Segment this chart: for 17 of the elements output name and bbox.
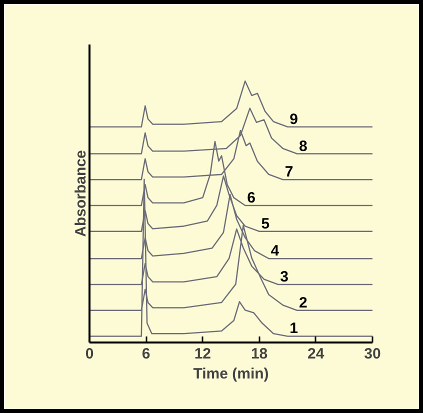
series-label: 2: [299, 294, 308, 312]
x-tick-label: 12: [194, 346, 212, 362]
series-label: 1: [290, 320, 298, 338]
series-label: 4: [270, 242, 280, 260]
x-tick-label: 30: [364, 346, 381, 362]
x-tick-label: 0: [85, 346, 94, 362]
series-label: 6: [247, 190, 256, 207]
series-label: 3: [280, 268, 289, 286]
series-label: 8: [299, 138, 308, 155]
x-tick-label: 18: [250, 346, 268, 362]
x-tick-label: 24: [308, 346, 325, 362]
series-label: 7: [284, 164, 294, 181]
x-tick-label: 6: [142, 346, 150, 362]
x-axis-title: Time (min): [193, 366, 269, 382]
series-label: 5: [261, 215, 270, 232]
series-label: 9: [290, 110, 298, 128]
y-axis-title: Absorbance: [72, 150, 90, 237]
